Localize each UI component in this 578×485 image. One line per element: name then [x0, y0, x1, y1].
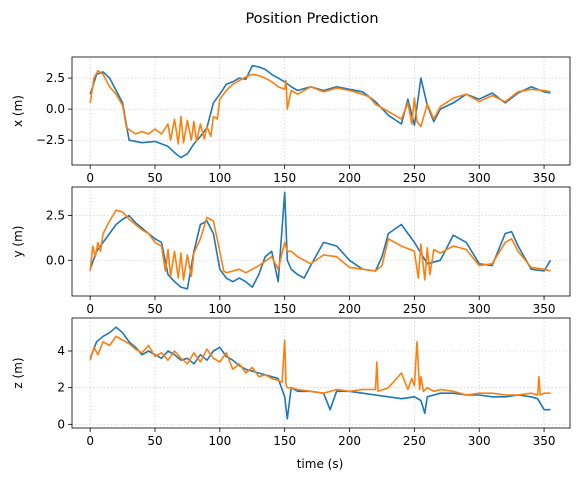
y-axis-label: x (m) — [11, 95, 25, 127]
axes-frame — [71, 56, 571, 166]
y-tick-label: 0.0 — [46, 102, 65, 116]
x-tick-label: 50 — [147, 302, 162, 316]
axes-frame — [71, 317, 571, 429]
subplot-2: 0 50 100 150 200 250 300 350 0.0 2.5 y (m) — [11, 186, 571, 316]
x-tick-label: 100 — [208, 302, 231, 316]
y-tick-label: 4 — [57, 344, 65, 358]
y-tick-label: 2 — [57, 381, 65, 395]
x-tick-label: 150 — [273, 171, 296, 185]
y-axis-label: z (m) — [11, 357, 25, 388]
x-tick-label: 50 — [147, 171, 162, 185]
y-tick-label: 0 — [57, 417, 65, 431]
x-tick-label: 0 — [86, 302, 94, 316]
x-tick-label: 250 — [403, 171, 426, 185]
series-line-2 — [89, 209, 551, 281]
series-line-2 — [89, 69, 551, 145]
axes-frame — [71, 186, 571, 297]
x-tick-label: 300 — [468, 434, 491, 448]
x-tick-label: 0 — [86, 434, 94, 448]
x-axis-label: time (s) — [297, 457, 344, 471]
x-tick-label: 50 — [147, 434, 162, 448]
x-tick-label: 200 — [338, 302, 361, 316]
y-tick-label: 2.5 — [46, 209, 65, 223]
x-tick-label: 150 — [273, 434, 296, 448]
x-tick-label: 0 — [86, 171, 94, 185]
x-tick-label: 350 — [533, 302, 556, 316]
x-tick-label: 250 — [403, 434, 426, 448]
x-tick-label: 200 — [338, 171, 361, 185]
subplot-3: 0 50 100 150 200 250 300 350 0 2 4 z (m) — [11, 317, 571, 448]
x-tick-label: 150 — [273, 302, 296, 316]
y-axis-label: y (m) — [11, 226, 25, 258]
x-tick-label: 300 — [468, 171, 491, 185]
y-tick-label: −2.5 — [36, 133, 65, 147]
series-line-1 — [89, 64, 551, 159]
x-tick-label: 350 — [533, 434, 556, 448]
x-tick-label: 100 — [208, 171, 231, 185]
x-tick-label: 100 — [208, 434, 231, 448]
x-tick-label: 200 — [338, 434, 361, 448]
subplot-1: 0 50 100 150 200 250 300 350 −2.5 0.0 2.5 x (m) — [11, 56, 571, 185]
x-tick-label: 250 — [403, 302, 426, 316]
x-tick-label: 300 — [468, 302, 491, 316]
y-tick-label: 2.5 — [46, 71, 65, 85]
series-line-2 — [89, 335, 551, 396]
chart-title: Position Prediction — [245, 11, 378, 27]
y-tick-label: 0.0 — [46, 253, 65, 267]
x-tick-label: 350 — [533, 171, 556, 185]
